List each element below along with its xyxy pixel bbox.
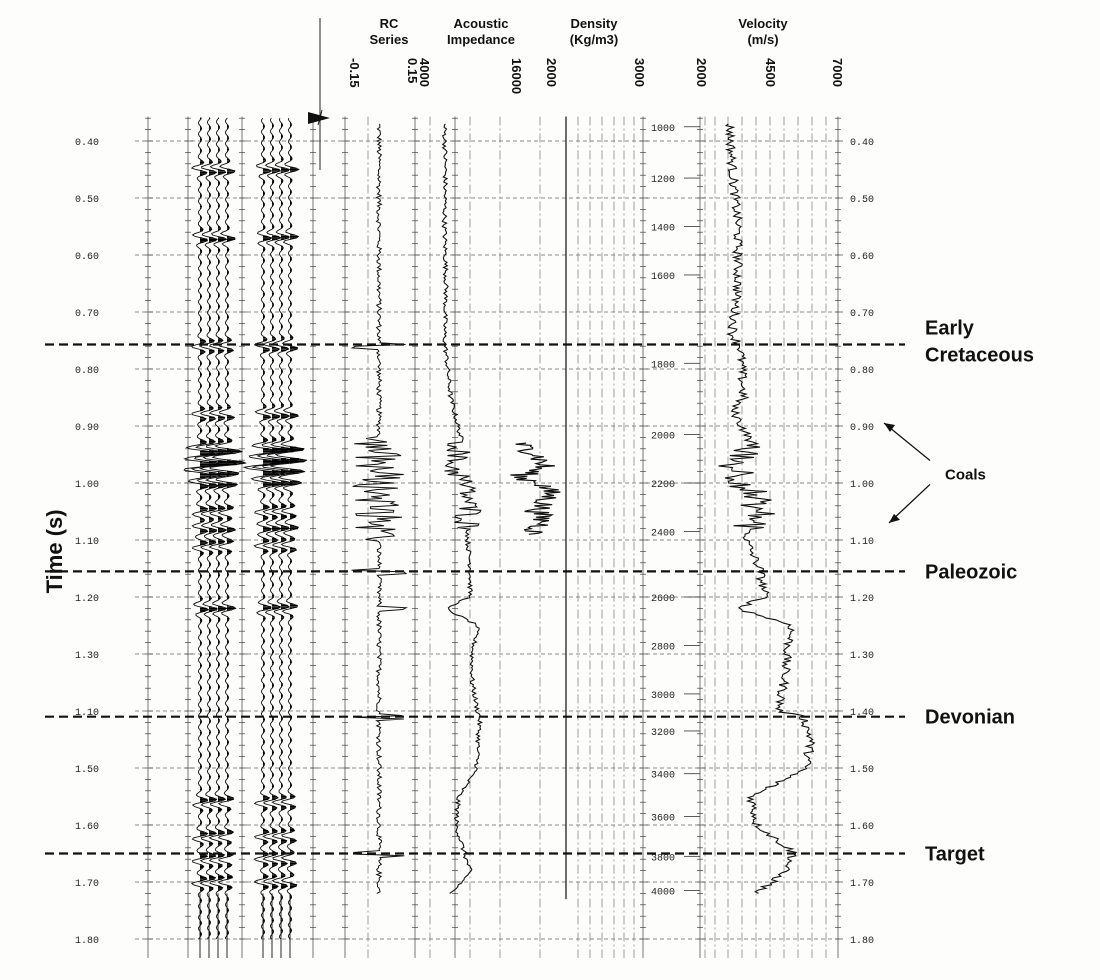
coals-arrowhead-up: [884, 423, 895, 432]
depth-tick-label: 2400: [651, 528, 675, 539]
velocity-line: [718, 123, 816, 894]
coals-arrowhead-down: [889, 513, 900, 523]
track-header-velocity-unit: (m/s): [747, 32, 778, 47]
time-tick-left: 1.00: [75, 480, 99, 491]
time-tick-left: 0.80: [75, 366, 99, 377]
time-tick-right: 1.60: [850, 822, 874, 833]
depth-tick-label: 1400: [651, 224, 675, 235]
time-tick-right: 0.70: [850, 309, 874, 320]
scale-label-group: 2000: [694, 58, 709, 87]
depth-tick-label: 3800: [651, 853, 675, 864]
time-tick-right: 1.20: [850, 594, 874, 605]
scale-label-density: 2000: [544, 58, 559, 87]
scale-label-velocity: 7000: [830, 58, 845, 87]
y-axis-label-group: Time (s): [42, 509, 67, 593]
scale-label-group: 4500: [763, 58, 778, 87]
seismic-trace-fill: [227, 117, 246, 936]
seismic-trace-fill: [290, 121, 307, 940]
seismic-trace-fill: [209, 117, 227, 937]
horizon-label-cretaceous: Cretaceous: [925, 344, 1034, 366]
seismic-trace-fill: [218, 117, 237, 936]
track-header-rc-unit: Series: [369, 32, 408, 47]
time-tick-left: 0.90: [75, 423, 99, 434]
seismic-trace-fill: [281, 123, 298, 934]
horizon-label-paleozoic: Paleozoic: [925, 561, 1017, 583]
time-tick-right: 1.50: [850, 765, 874, 776]
track-header-density: Density: [571, 16, 619, 31]
depth-tick-label: 1000: [651, 124, 675, 135]
track-header-rc: RC: [380, 16, 399, 31]
time-tick-right: 1.10: [850, 537, 874, 548]
depth-tick-label: 1800: [651, 360, 675, 371]
depth-tick-label: 3400: [651, 771, 675, 782]
time-tick-left: 0.40: [75, 138, 99, 149]
time-tick-right: 0.90: [850, 423, 874, 434]
depth-tick-label: 1600: [651, 272, 675, 283]
time-tick-left: 0.70: [75, 309, 99, 320]
time-tick-right: 1.40: [850, 708, 874, 719]
depth-tick-label: 2600: [651, 594, 675, 605]
time-tick-right: 0.40: [850, 138, 874, 149]
scale-label-velocity: 4500: [763, 58, 778, 87]
time-tick-right: 0.50: [850, 195, 874, 206]
depth-tick-label: 2000: [651, 432, 675, 443]
scale-label-rc: -0.15: [347, 58, 362, 88]
track-header-velocity: Velocity: [738, 16, 788, 31]
seismic-trace-fill: [272, 123, 290, 934]
seismic-trace-fill: [263, 123, 281, 936]
time-tick-left: 1.10: [75, 537, 99, 548]
time-tick-right: 1.70: [850, 879, 874, 890]
track-header-density-unit: (Kg/m3): [570, 32, 618, 47]
scale-label-ai: 16000: [509, 58, 524, 94]
scale-label-group: 16000: [509, 58, 524, 94]
time-tick-right: 1.30: [850, 651, 874, 662]
scale-label-group: 4000: [417, 58, 432, 87]
horizon-label-target: Target: [925, 844, 985, 866]
rc-series-line: [350, 123, 408, 894]
scale-label-group: 2000: [544, 58, 559, 87]
time-tick-right: 0.80: [850, 366, 874, 377]
time-tick-left: 1.80: [75, 936, 99, 947]
coals-label: Coals: [945, 466, 986, 483]
scale-label-group: 3000: [632, 58, 647, 87]
scale-label-velocity: 2000: [694, 58, 709, 87]
depth-tick-label: 3600: [651, 813, 675, 824]
track-header-ai-unit: Impedance: [447, 32, 515, 47]
time-tick-left: 1.50: [75, 765, 99, 776]
scale-label-group: -0.15: [347, 58, 362, 88]
depth-tick-label: 3200: [651, 728, 675, 739]
scale-label-rc: 0.15: [405, 58, 420, 83]
time-tick-left: 1.70: [75, 879, 99, 890]
horizon-label-early: Early: [925, 317, 975, 339]
depth-tick-label: 2200: [651, 480, 675, 491]
time-tick-left: 0.50: [75, 195, 99, 206]
horizon-label-devonian: Devonian: [925, 707, 1015, 729]
time-tick-left: 1.10: [75, 708, 99, 719]
wavelet-arrowhead: [308, 112, 330, 124]
seismic-trace-fill: [200, 117, 220, 937]
time-tick-left: 1.30: [75, 651, 99, 662]
depth-tick-label: 1200: [651, 175, 675, 186]
time-tick-right: 1.00: [850, 480, 874, 491]
time-tick-left: 1.60: [75, 822, 99, 833]
scale-label-density: 3000: [632, 58, 647, 87]
depth-tick-label: 3000: [651, 691, 675, 702]
depth-tick-label: 2800: [651, 642, 675, 653]
time-tick-right: 1.80: [850, 936, 874, 947]
scale-label-group: 0.15: [405, 58, 420, 83]
time-tick-left: 1.20: [75, 594, 99, 605]
scale-label-group: 7000: [830, 58, 845, 87]
depth-tick-label: 4000: [651, 888, 675, 899]
scale-label-ai: 4000: [417, 58, 432, 87]
y-axis-label: Time (s): [42, 509, 67, 593]
wavelet-mark: [317, 18, 323, 170]
acoustic-impedance-line: [441, 123, 484, 894]
time-tick-right: 0.60: [850, 252, 874, 263]
time-tick-left: 0.60: [75, 252, 99, 263]
density-line: [510, 442, 561, 535]
track-header-ai: Acoustic: [454, 16, 509, 31]
